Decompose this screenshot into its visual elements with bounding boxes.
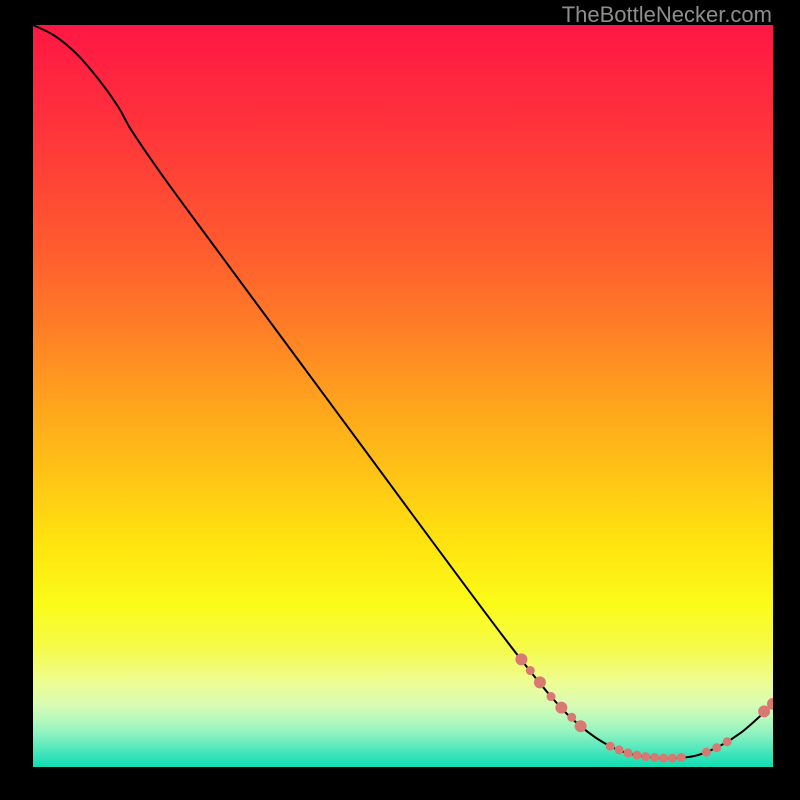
data-marker [575,721,586,732]
data-marker [534,677,545,688]
data-marker [759,706,770,717]
data-marker [526,667,534,675]
chart-svg [33,25,773,767]
data-marker [624,749,632,757]
data-marker [668,754,676,762]
data-marker [606,742,614,750]
data-marker [723,738,731,746]
watermark-text: TheBottleNecker.com [562,2,772,28]
plot-area [33,25,773,767]
gradient-background [33,25,773,767]
data-marker [516,654,527,665]
data-marker [568,713,576,721]
data-marker [677,753,685,761]
data-marker [547,693,555,701]
data-marker [642,753,650,761]
data-marker [615,746,623,754]
data-marker [556,702,567,713]
data-marker [659,754,667,762]
data-marker [702,748,710,756]
data-marker [633,751,641,759]
data-marker [713,744,721,752]
data-marker [651,753,659,761]
